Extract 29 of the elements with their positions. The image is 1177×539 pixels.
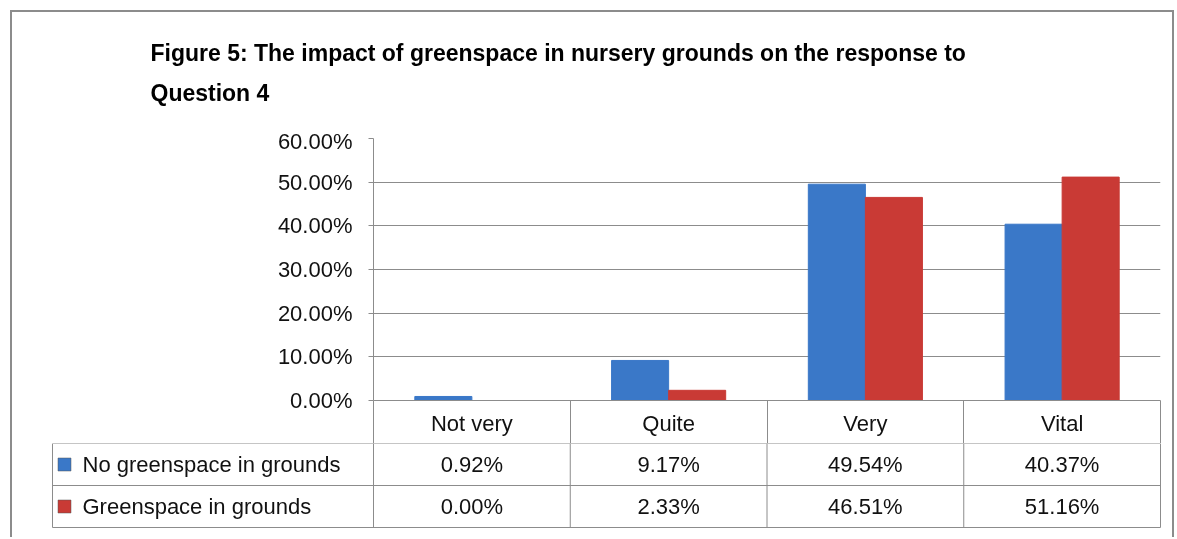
y-tick-label: 30.00% (277, 257, 353, 282)
y-tick-label: 0.00% (290, 388, 353, 413)
data-label: 49.54% (828, 452, 903, 477)
data-label: 9.17% (637, 452, 700, 477)
data-label: 46.51% (828, 494, 903, 519)
chart-title: Figure 5: The impact of greenspace in nursery grounds on the response to Question 4 (150, 39, 966, 106)
data-label: 0.00% (440, 494, 504, 519)
data-label: 51.16% (1024, 494, 1100, 519)
y-tick-label: 20.00% (277, 300, 353, 326)
x-tick-label: Vital (1040, 410, 1084, 436)
bar (864, 196, 923, 401)
data-label: 2.33% (637, 494, 700, 519)
y-tick-label: 10.00% (277, 344, 353, 370)
bar (807, 183, 866, 401)
y-tick-label: 50.00% (277, 169, 353, 195)
legend-label: Greenspace in grounds (82, 494, 312, 519)
y-tick-label: 40.00% (277, 213, 353, 239)
bar (1061, 176, 1120, 401)
data-label: 0.92% (440, 452, 504, 477)
bar (668, 389, 727, 401)
bar (611, 359, 670, 401)
y-tick-label: 60.00% (277, 128, 353, 154)
bar (1004, 223, 1063, 401)
legend-label: No greenspace in grounds (82, 452, 341, 477)
x-tick-label: Not very (430, 410, 513, 436)
x-tick-label: Quite (642, 410, 695, 436)
x-tick-label: Very (843, 410, 888, 436)
bar (414, 395, 473, 401)
data-label: 40.37% (1024, 452, 1100, 477)
